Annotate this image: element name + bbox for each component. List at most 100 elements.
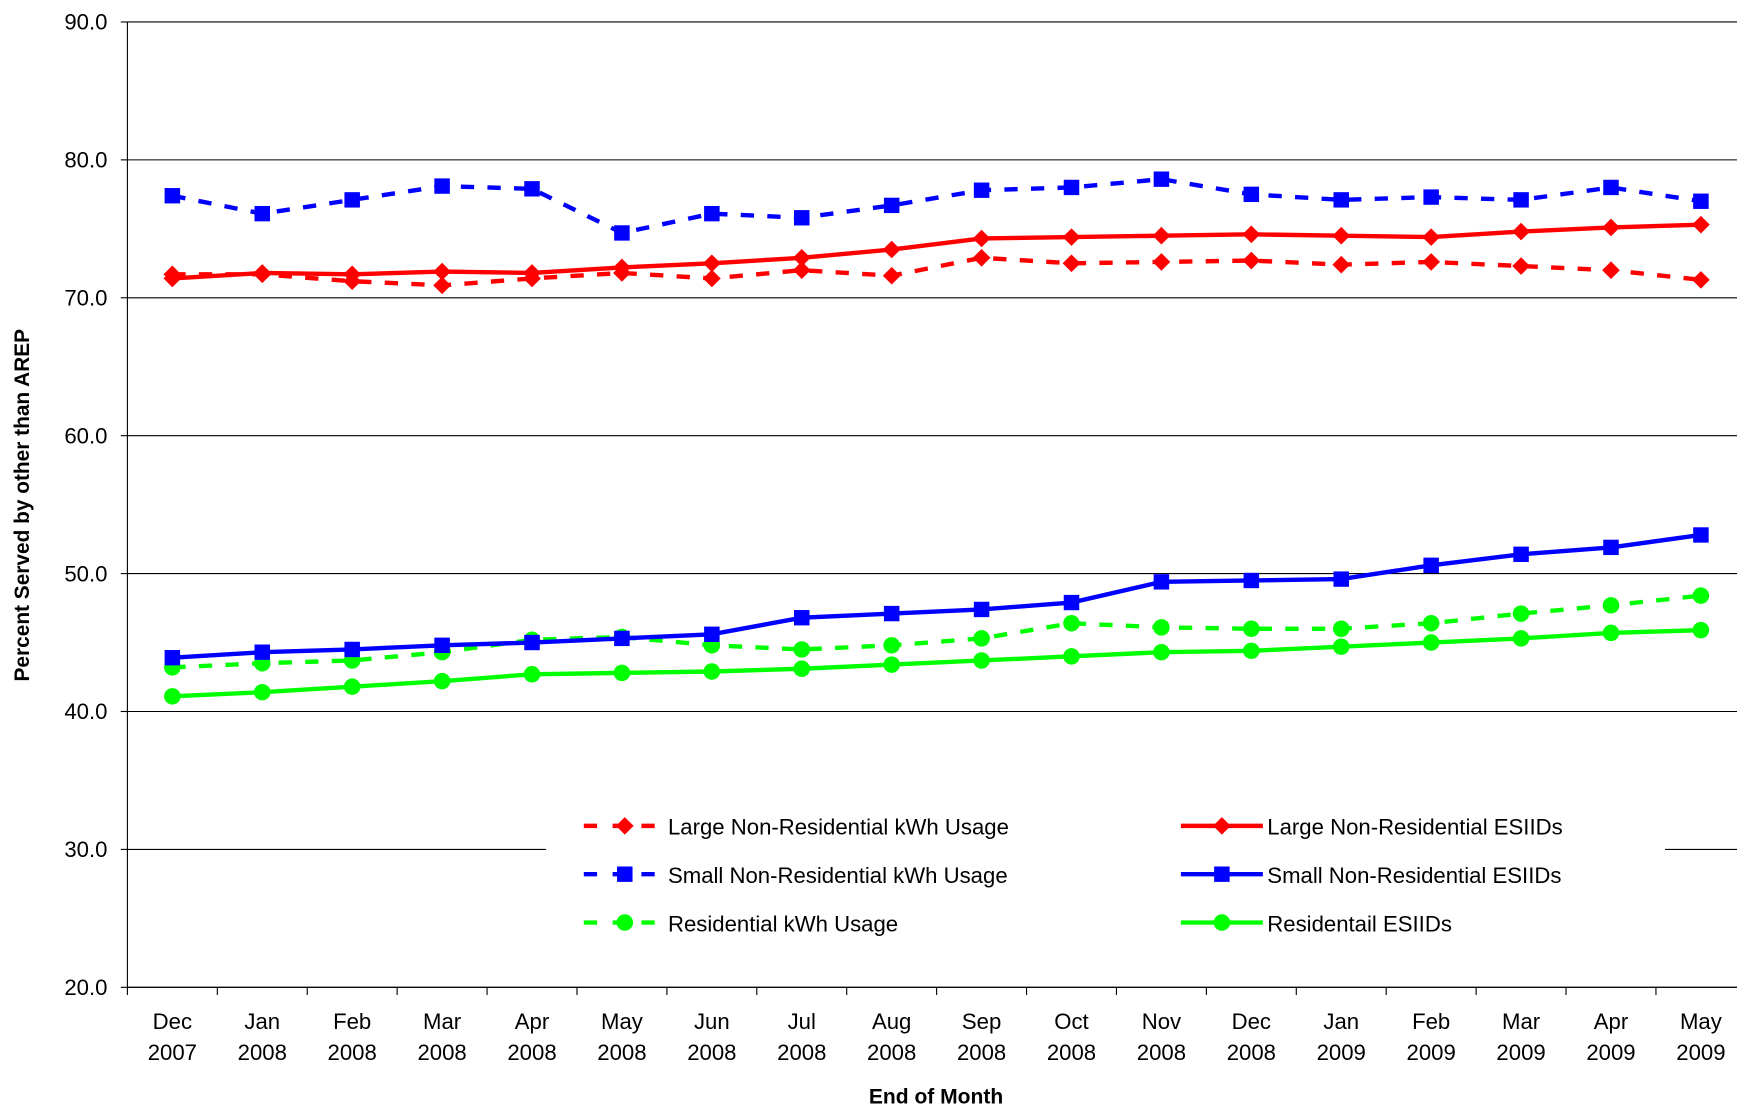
marker	[1063, 648, 1080, 665]
marker	[704, 205, 720, 222]
marker	[1602, 218, 1620, 237]
x-tick-label: Feb 2009	[1407, 1009, 1456, 1065]
x-tick-label: Jun 2008	[687, 1009, 736, 1065]
marker	[792, 248, 811, 267]
x-tick-label: Mar 2009	[1496, 1009, 1545, 1065]
marker	[883, 656, 900, 673]
y-tick-label: 60.0	[64, 423, 107, 448]
marker	[972, 229, 991, 248]
marker	[1512, 630, 1530, 647]
series-line	[172, 222, 1701, 281]
marker	[1602, 597, 1620, 614]
y-tick-label: 50.0	[64, 561, 107, 586]
marker	[1063, 594, 1080, 611]
legend-label: Small Non-Residential ESIIDs	[1267, 863, 1561, 888]
marker	[882, 240, 901, 259]
legend-background	[546, 792, 1665, 958]
marker	[1603, 539, 1619, 556]
marker	[524, 634, 540, 651]
marker	[1692, 271, 1710, 289]
marker	[883, 197, 900, 214]
marker	[253, 683, 271, 701]
series-line	[172, 627, 1701, 699]
marker	[973, 652, 990, 669]
x-axis-label: End of Month	[869, 1086, 1003, 1109]
marker	[1152, 253, 1171, 271]
marker	[1153, 171, 1170, 187]
x-tick-label: Feb 2008	[328, 1009, 377, 1065]
y-tick-label: 70.0	[64, 286, 107, 311]
x-tick-label: Dec 2007	[148, 1009, 197, 1065]
x-tick-label: Apr 2008	[507, 1009, 556, 1065]
legend-label: Small Non-Residential kWh Usage	[668, 863, 1008, 888]
marker	[882, 266, 901, 285]
marker	[973, 630, 990, 647]
x-tick-label: Apr 2009	[1586, 1009, 1635, 1065]
marker	[433, 672, 451, 690]
legend-label: Residential kWh Usage	[668, 911, 898, 936]
x-tick-label: Aug 2008	[867, 1009, 916, 1065]
marker	[702, 254, 721, 273]
marker	[434, 637, 450, 653]
y-tick-label: 20.0	[64, 975, 107, 1000]
marker	[615, 817, 634, 835]
y-tick-label: 40.0	[64, 699, 107, 724]
legend-label: Residentail ESIIDs	[1267, 911, 1452, 936]
marker	[972, 248, 991, 267]
marker	[1063, 615, 1080, 632]
marker	[1062, 228, 1081, 246]
marker	[1062, 254, 1081, 273]
marker	[617, 866, 633, 882]
legend-item: Residential kWh Usage	[583, 911, 898, 936]
x-tick-label: Jul 2008	[777, 1009, 826, 1065]
x-tick-label: Nov 2008	[1137, 1009, 1186, 1065]
series-line	[171, 176, 1702, 236]
legend-label: Large Non-Residential ESIIDs	[1267, 815, 1562, 840]
marker	[1153, 619, 1170, 636]
marker	[1332, 638, 1350, 655]
marker	[793, 641, 811, 658]
marker	[434, 178, 450, 194]
marker	[1693, 527, 1709, 543]
y-tick-label: 80.0	[64, 148, 107, 173]
marker	[793, 660, 811, 677]
marker	[1214, 866, 1230, 882]
x-tick-label: Oct 2008	[1047, 1009, 1096, 1065]
x-tick-label: Jan 2008	[238, 1009, 287, 1065]
marker	[973, 601, 990, 618]
y-tick-label: 30.0	[64, 837, 107, 862]
marker	[883, 605, 900, 622]
series-line	[172, 593, 1702, 670]
marker	[1213, 817, 1231, 835]
marker	[343, 265, 362, 284]
marker	[1243, 620, 1260, 637]
marker	[1512, 222, 1530, 241]
marker	[1332, 226, 1351, 245]
x-tick-label: Dec 2008	[1227, 1009, 1276, 1065]
marker	[1512, 257, 1530, 275]
marker	[1512, 605, 1530, 622]
marker	[1153, 574, 1170, 590]
marker	[883, 637, 900, 654]
marker	[164, 650, 181, 666]
x-tick-label: Sep 2008	[957, 1009, 1006, 1065]
marker	[1332, 255, 1351, 274]
marker	[973, 182, 990, 198]
marker	[164, 188, 181, 204]
marker	[254, 205, 271, 222]
marker	[1242, 251, 1261, 270]
marker	[1422, 615, 1440, 632]
marker	[433, 276, 451, 295]
marker	[1692, 587, 1710, 604]
legend-item: Small Non-Residential kWh Usage	[583, 863, 1008, 888]
marker	[523, 264, 541, 282]
marker	[344, 641, 360, 658]
marker	[253, 264, 272, 282]
legend-item: Small Non-Residential ESIIDs	[1180, 863, 1561, 888]
marker	[1153, 643, 1170, 661]
marker	[1513, 192, 1529, 208]
marker	[1513, 546, 1529, 562]
marker	[1422, 634, 1440, 651]
marker	[523, 666, 541, 683]
